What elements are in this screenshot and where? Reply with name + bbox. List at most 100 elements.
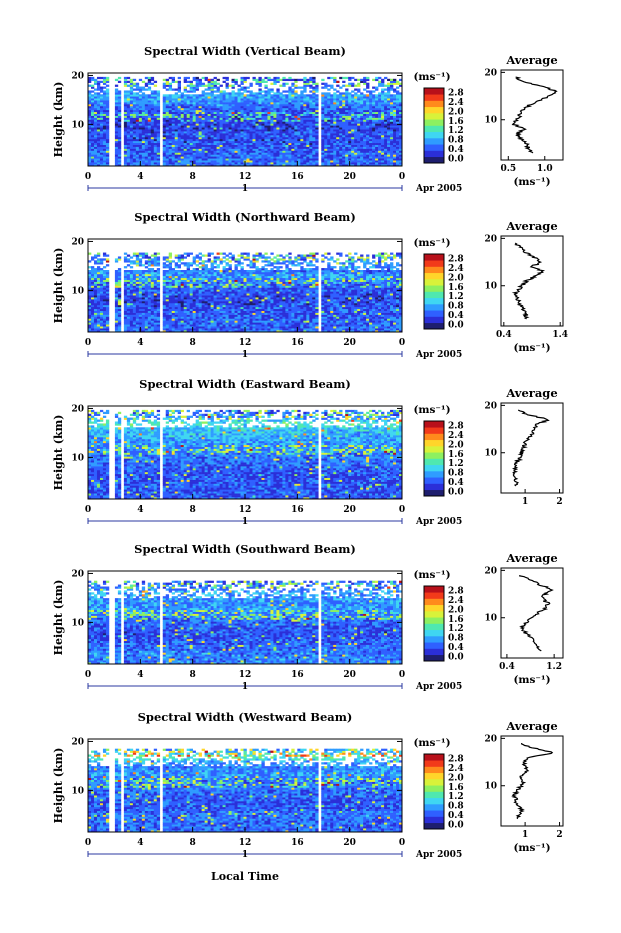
heatmap-cell [202,149,205,151]
heatmap-cell [327,318,330,320]
heatmap-cell [91,162,94,164]
heatmap-cell [354,110,357,112]
heatmap-cell [169,149,172,151]
heatmap-cell [393,156,396,158]
heatmap-cell [333,81,336,83]
heatmap-cell [390,131,393,133]
heatmap-cell [261,143,264,145]
heatmap-cell [285,129,288,131]
heatmap-cell [336,320,339,322]
heatmap-cell [303,127,306,129]
heatmap-cell [375,145,378,147]
heatmap-cell [169,147,172,149]
heatmap-cell [327,116,330,118]
heatmap-cell [357,318,360,320]
heatmap-cell [169,317,172,319]
heatmap-cell [324,141,327,143]
heatmap-cell [118,94,121,96]
heatmap-cell [103,322,106,324]
heatmap-cell [190,131,193,133]
heatmap-cell [136,160,139,162]
heatmap-cell [100,90,103,92]
heatmap-cell [178,131,181,133]
heatmap-cell [396,106,399,108]
heatmap-cell [312,96,315,98]
heatmap-cell [196,94,199,96]
heatmap-cell [264,81,267,83]
heatmap-cell [145,110,148,112]
heatmap-cell [354,102,357,104]
heatmap-cell [142,152,145,154]
heatmap-cell [130,94,133,96]
heatmap-cell [366,112,369,114]
heatmap-cell [372,87,375,89]
heatmap-cell [214,137,217,139]
heatmap-cell [369,121,372,123]
heatmap-cell [294,320,297,322]
heatmap-cell [217,121,220,123]
heatmap-cell [181,137,184,139]
heatmap-cell [324,320,327,322]
heatmap-cell [226,85,229,87]
heatmap-cell [226,152,229,154]
heatmap-cell [103,81,106,83]
heatmap-cell [202,133,205,135]
heatmap-cell [166,320,169,322]
heatmap-cell [300,141,303,143]
heatmap-cell [303,322,306,324]
heatmap-cell [244,149,247,151]
heatmap-cell [184,127,187,129]
heatmap-cell [217,114,220,116]
heatmap-cell [291,89,294,91]
heatmap-cell [181,324,184,326]
heatmap-cell [175,96,178,98]
heatmap-cell [94,98,97,100]
heatmap-cell [202,94,205,96]
heatmap-cell [309,156,312,158]
heatmap-cell [315,90,318,92]
heatmap-cell [288,104,291,106]
heatmap-cell [264,129,267,131]
heatmap-cell [321,108,324,110]
heatmap-cell [214,317,217,319]
heatmap-cell [348,108,351,110]
heatmap-cell [148,145,151,147]
heatmap-cell [154,104,157,106]
heatmap-cell [396,90,399,92]
heatmap-cell [381,133,384,135]
heatmap-cell [157,318,160,320]
heatmap-cell [205,143,208,145]
heatmap-cell [106,92,109,94]
heatmap-cell [369,108,372,110]
heatmap-cell [106,149,109,151]
heatmap-cell [238,147,241,149]
heatmap-cell [375,322,378,324]
heatmap-cell [261,102,264,104]
heatmap-cell [214,100,217,102]
heatmap-cell [214,108,217,110]
heatmap-cell [282,98,285,100]
heatmap-cell [172,106,175,108]
heatmap-cell [336,322,339,324]
heatmap-cell [363,81,366,83]
heatmap-cell [276,152,279,154]
heatmap-cell [321,127,324,129]
heatmap-cell [241,87,244,89]
heatmap-cell [226,96,229,98]
heatmap-cell [252,92,255,94]
heatmap-cell [339,120,342,122]
heatmap-cell [375,158,378,160]
heatmap-cell [157,141,160,143]
heatmap-cell [294,141,297,143]
heatmap-cell [217,149,220,151]
heatmap-cell [321,328,324,330]
heatmap-cell [208,135,211,137]
heatmap-cell [297,114,300,116]
heatmap-cell [348,120,351,122]
heatmap-cell [276,114,279,116]
heatmap-cell [175,317,178,319]
heatmap-cell [175,92,178,94]
heatmap-cell [103,106,106,108]
heatmap-cell [145,160,148,162]
heatmap-cell [214,162,217,164]
